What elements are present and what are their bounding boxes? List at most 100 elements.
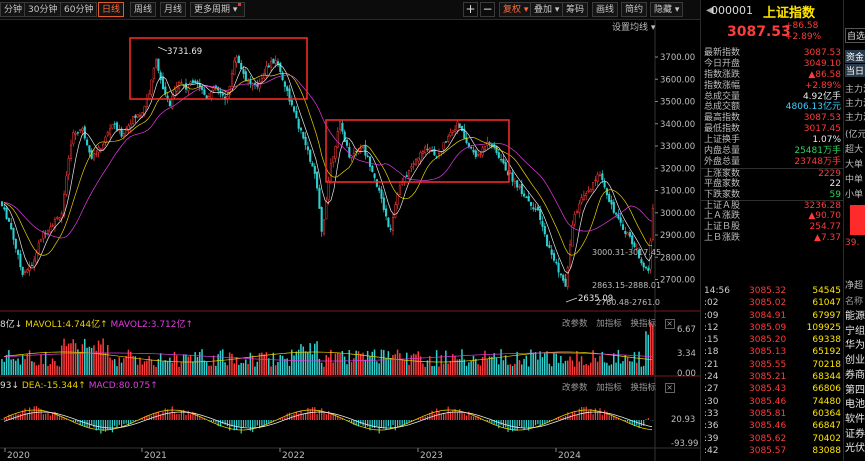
candle-body [150,79,153,95]
main-flow-item: 主力流 [845,85,865,95]
candle-body [313,166,316,174]
stat-row: 上证Ａ股 3236.28 [701,200,843,211]
volume-bar [380,349,383,375]
candle-body [23,271,27,273]
chips-button[interactable]: 筹码 [562,2,589,17]
macd-bar [560,417,562,420]
menu-icon[interactable]: ◀ [706,5,714,16]
chart-grid [0,20,700,461]
y-tick-label: 3100.00 [660,187,695,197]
sector-item[interactable]: 能源 [845,311,865,322]
volume-bar [104,352,107,375]
draw-line-button[interactable]: 画线 [592,2,619,17]
zoom-in-icon[interactable]: + [463,2,478,17]
fund-tab[interactable]: 资金 [845,50,865,63]
stat-row: 最低指数 3017.45 [701,124,843,135]
stat-label: 最高指数 [704,113,741,124]
kline-chart[interactable]: 3700.00 3600.00 3500.00 3400.00 3300.00 3200.… [0,20,700,461]
add-indicator-button[interactable]: 加指标 [596,319,622,329]
macd-bar [328,411,330,420]
volume-bar [125,355,127,375]
volume-bar [235,357,238,375]
add-indicator-button[interactable]: 加指标 [596,383,622,393]
ma-line-white [3,64,653,274]
sector-item[interactable]: 证券 [845,428,865,440]
volume-bar [486,358,488,375]
sector-item[interactable]: 软件 [845,413,865,425]
sector-item[interactable]: 电池 [845,399,865,411]
macd-bar [583,407,585,420]
volume-bar [339,353,341,375]
trade-price: 3085.57 [749,445,787,456]
x-tick-label: 2022 [282,451,305,461]
order-size-label: 大单 [845,160,864,170]
watchlist-button[interactable]: 自选 [845,28,865,43]
candle-body [288,88,291,102]
edit-params-button[interactable]: 改参数 [562,319,588,329]
macd-bar [424,416,426,420]
tab-60min[interactable]: 60分钟 [60,2,98,17]
tab-monthly[interactable]: 月线 [160,2,187,17]
volume-bar [353,358,355,375]
volume-bar [343,356,346,375]
stat-value: 59 [829,189,841,200]
candle-body [189,81,192,86]
sector-item[interactable]: 光伏 [845,443,865,455]
volume-bar [24,359,26,375]
trade-time: :09 [704,310,719,321]
volume-bar [194,352,196,375]
overlay-button[interactable]: 叠加 ▾ [530,2,564,17]
macd-bar [111,420,113,433]
tab-minute[interactable]: 分钟 [0,2,27,17]
macd-bar [348,420,350,422]
ma-settings-button[interactable]: 设置均线 ▾ [612,23,656,33]
macd-bar [210,420,212,422]
candle-body [543,226,546,235]
close-icon[interactable]: × [664,319,675,329]
candle-body [341,122,344,132]
sector-item[interactable]: 宁组 [845,325,865,337]
switch-indicator-button[interactable]: 换指标 [630,383,656,393]
volume-bar [622,361,624,375]
volume-bar [346,364,348,375]
volume-bar [288,365,291,375]
macd-bar [633,420,636,427]
sector-item[interactable]: 第四 [845,384,865,396]
sector-item[interactable]: 券商 [845,369,865,381]
chart-area[interactable]: 3700.00 3600.00 3500.00 3400.00 3300.00 3200.… [0,20,700,461]
macd-bar [284,417,286,420]
macd-bar [75,420,77,423]
switch-indicator-button[interactable]: 换指标 [630,319,656,329]
tab-weekly[interactable]: 周线 [130,2,157,17]
stat-label: 上证Ｂ股 [704,222,741,233]
volume-bar [601,351,603,375]
volume-bars [1,322,654,375]
candle-body [362,146,365,148]
zoom-out-icon[interactable]: − [480,2,495,17]
volume-bar [224,362,226,375]
stat-label: 下跌家数 [704,189,741,200]
simple-button[interactable]: 简约 [621,2,648,17]
macd-bar [617,417,619,420]
edit-params-button[interactable]: 改参数 [562,383,588,393]
trade-row: :21 3085.55 70218 [701,359,843,371]
macd-bar [35,406,38,420]
hide-button[interactable]: 隐藏 ▾ [650,2,684,17]
sector-item[interactable]: 华为 [845,340,865,352]
close-icon[interactable]: × [664,383,675,393]
volume-y-label: 6.67 [677,325,696,335]
adjust-button[interactable]: 复权 ▾ [499,2,533,17]
high-annotation: 3731.69 [167,47,202,57]
more-periods-dropdown[interactable]: 更多周期 ▾ [190,2,246,17]
volume-bar [617,349,620,375]
candle-body [152,67,155,80]
tab-daily[interactable]: 日线 [98,2,125,17]
volume-bar [481,356,484,375]
volume-bar [19,364,22,375]
tab-30min[interactable]: 30分钟 [24,2,62,17]
macd-bar [351,420,353,424]
today-tab[interactable]: 当日 [845,64,865,77]
sector-item[interactable]: 创业 [845,355,865,367]
macd-bar [610,415,613,420]
volume-bar [100,344,102,375]
